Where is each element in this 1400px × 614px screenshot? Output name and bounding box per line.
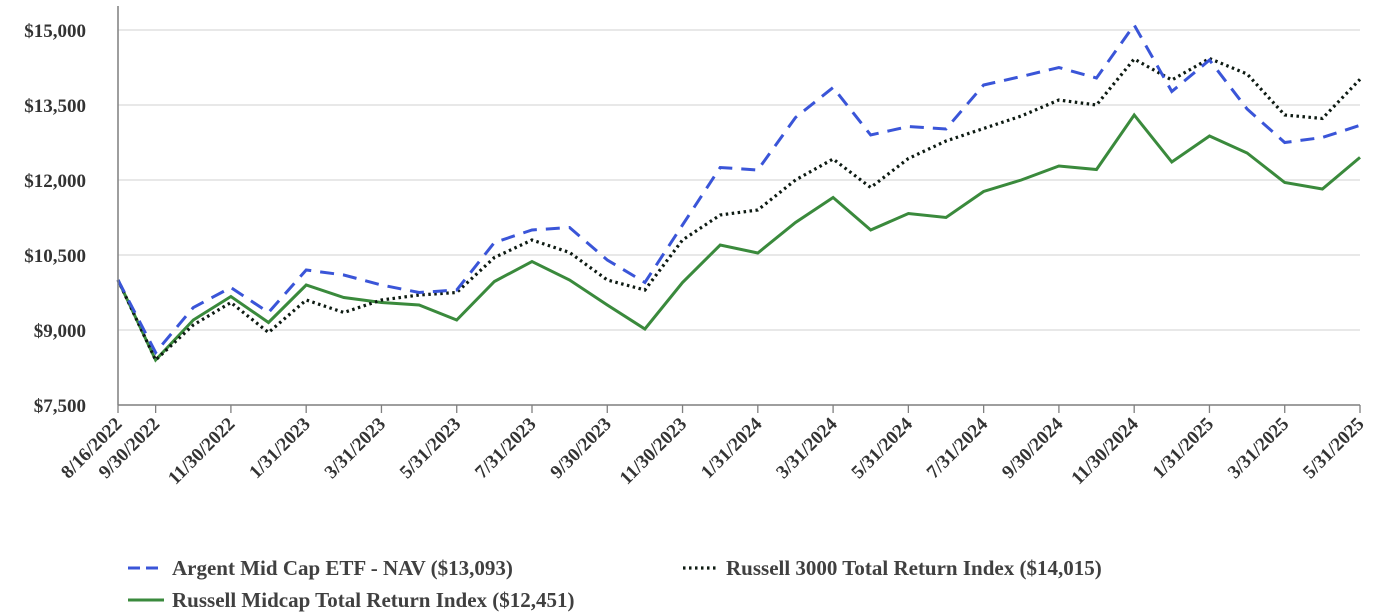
y-tick-labels: $7,500 $9,000 $10,500 $12,000 $13,500 $15,000 — [24, 21, 86, 417]
legend-label-1: Russell 3000 Total Return Index ($14,015… — [726, 556, 1102, 580]
axes — [117, 6, 1360, 406]
series-line-1 — [116, 56, 1362, 363]
series-line-0 — [116, 22, 1361, 356]
legend-label-0: Argent Mid Cap ETF - NAV ($13,093) — [172, 556, 513, 580]
x-tick-label: 3/31/2024 — [772, 413, 842, 483]
legend: Argent Mid Cap ETF - NAV ($13,093) Russe… — [128, 556, 1102, 612]
x-tick-label: 1/31/2025 — [1149, 414, 1218, 483]
x-tick-label: 11/30/2024 — [1067, 413, 1143, 489]
legend-item-2: Russell Midcap Total Return Index ($12,4… — [128, 588, 575, 612]
legend-label-2: Russell Midcap Total Return Index ($12,4… — [172, 588, 575, 612]
y-tick-label: $7,500 — [34, 396, 86, 417]
gridlines — [118, 29, 1360, 331]
x-tick-label: 5/31/2024 — [848, 413, 918, 483]
x-tick-label: 5/31/2025 — [1299, 414, 1368, 483]
y-tick-label: $9,000 — [34, 321, 86, 342]
y-tick-label: $12,000 — [24, 171, 86, 192]
series-line-2 — [116, 112, 1361, 363]
x-tick-label: 7/31/2023 — [471, 414, 540, 483]
y-tick-label: $13,500 — [24, 96, 86, 117]
x-tick-label: 11/30/2023 — [616, 414, 691, 489]
x-tick-label: 3/31/2025 — [1224, 414, 1293, 483]
x-tick-label: 7/31/2024 — [923, 413, 993, 483]
x-tick-label: 5/31/2023 — [396, 414, 465, 483]
x-tick-label: 1/31/2024 — [697, 413, 767, 483]
x-tick-label: 9/30/2023 — [546, 414, 615, 483]
x-tick-label: 3/31/2023 — [321, 414, 390, 483]
y-tick-label: $10,500 — [24, 246, 86, 267]
legend-item-0: Argent Mid Cap ETF - NAV ($13,093) — [128, 556, 513, 580]
x-tick-label: 1/31/2023 — [245, 414, 314, 483]
x-tick-label: 11/30/2022 — [164, 414, 239, 489]
legend-item-1: Russell 3000 Total Return Index ($14,015… — [683, 556, 1102, 580]
series-lines — [116, 22, 1362, 363]
x-tick-label: 9/30/2024 — [998, 413, 1068, 483]
y-tick-label: $15,000 — [24, 21, 86, 42]
